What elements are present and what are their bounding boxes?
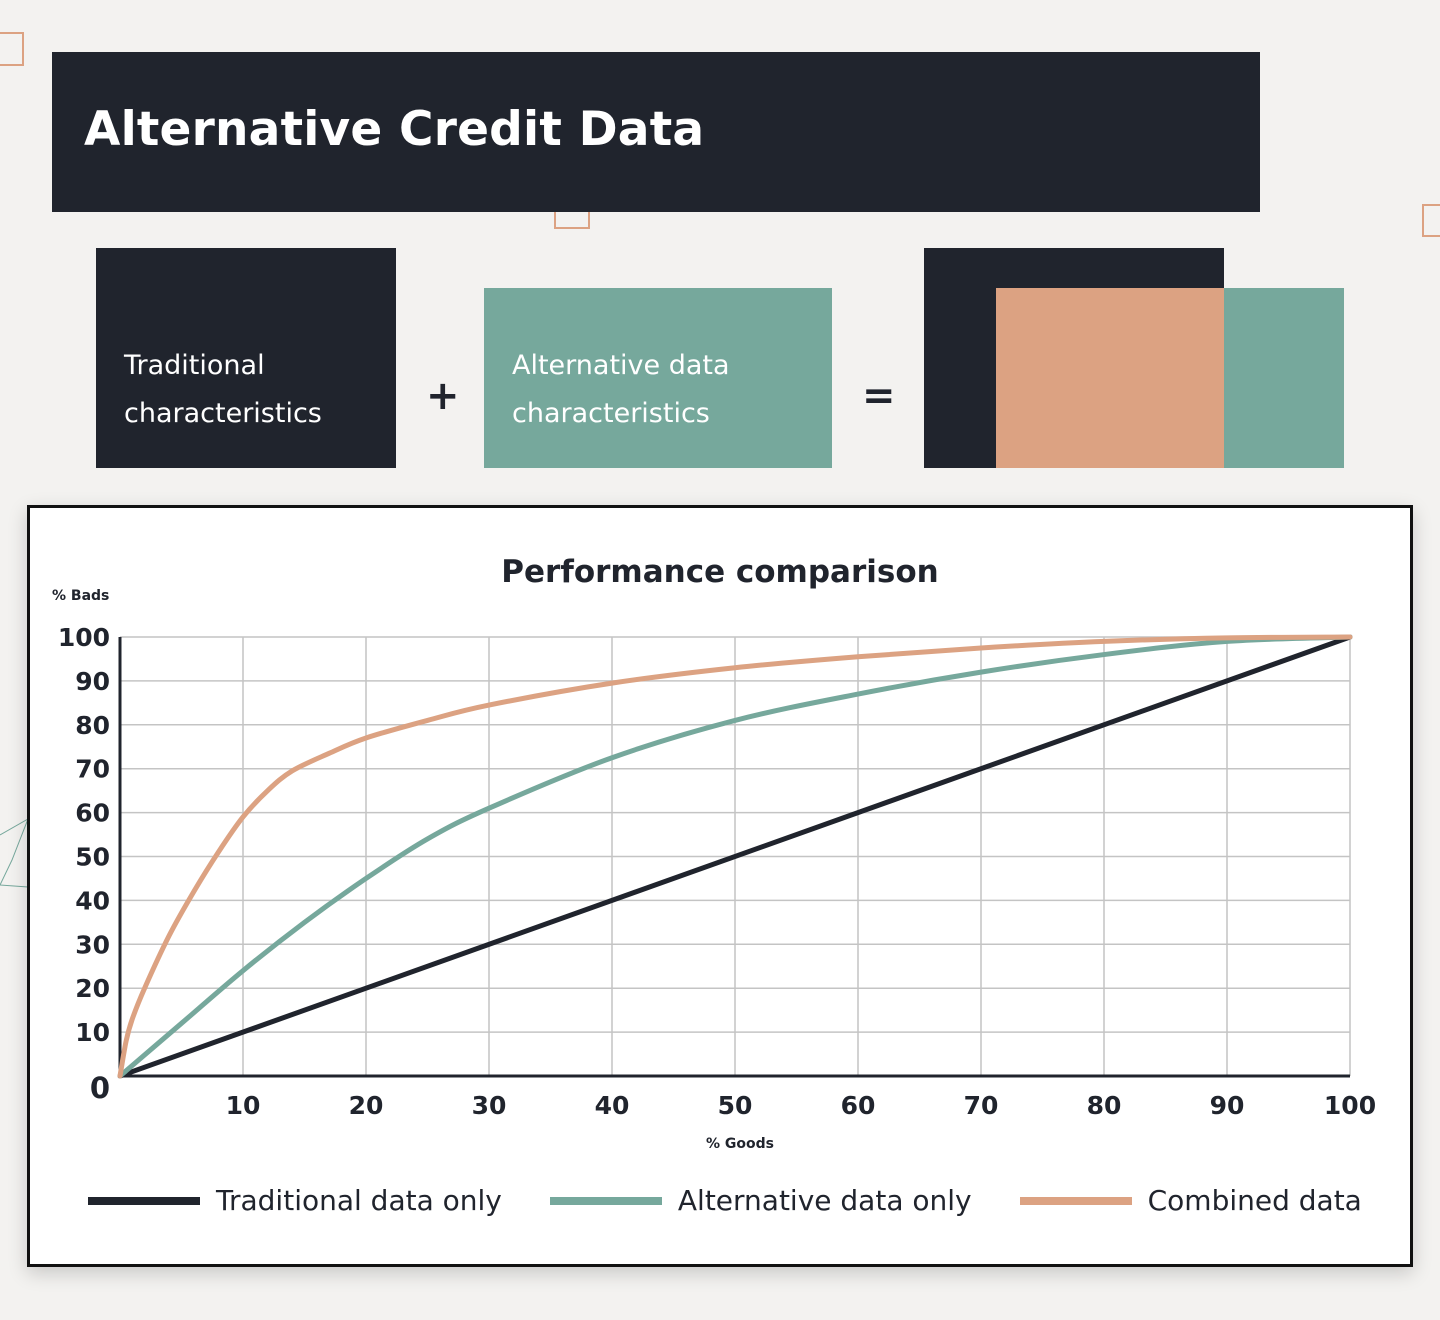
page-title: Alternative Credit Data (84, 102, 705, 157)
decorative-square (1422, 204, 1440, 237)
legend-item-alternative: Alternative data only (549, 1184, 972, 1217)
y-tick-label: 90 (75, 667, 110, 696)
y-tick-label: 50 (75, 843, 110, 872)
legend-swatch (549, 1196, 662, 1205)
decorative-square (0, 32, 24, 66)
legend-label: Combined data (1147, 1184, 1362, 1217)
legend-swatch (88, 1196, 200, 1205)
equals-sign: = (862, 373, 896, 419)
box-label-line: characteristics (512, 398, 710, 429)
alternative-characteristics-box: Alternative data characteristics (484, 288, 832, 468)
x-tick-label: 80 (1087, 1091, 1122, 1120)
x-tick-label: 40 (595, 1091, 630, 1120)
chart-legend: Traditional data only Alternative data o… (88, 1184, 1362, 1217)
series-line-traditional (117, 634, 1353, 1079)
series-line-alternative (117, 634, 1353, 1079)
title-bar: Alternative Credit Data (52, 52, 1260, 212)
y-tick-label: 10 (75, 1018, 110, 1047)
x-tick-label: 90 (1210, 1091, 1245, 1120)
box-label-line: Alternative data (512, 350, 730, 381)
decorative-network-lines (0, 817, 29, 888)
x-axis-label: % Goods (706, 1136, 774, 1152)
x-tick-label: 10 (226, 1091, 261, 1120)
box-label-line: Traditional (124, 350, 265, 381)
x-tick-label: 50 (718, 1091, 753, 1120)
combined-peach-block (996, 288, 1224, 468)
legend-item-combined: Combined data (1019, 1184, 1362, 1217)
x-tick-label: 70 (964, 1091, 999, 1120)
y-tick-label: 40 (75, 886, 110, 915)
series-line-combined (117, 634, 1353, 1079)
plus-sign: + (426, 373, 460, 419)
traditional-characteristics-box: Traditional characteristics (96, 248, 396, 468)
chart-card: Performance comparison % Bads 0 10 20 30 40 5… (27, 505, 1413, 1267)
y-tick-label: 20 (75, 974, 110, 1003)
y-tick-label: 30 (75, 930, 110, 959)
y-tick-label: 100 (58, 623, 110, 652)
x-tick-label: 30 (472, 1091, 507, 1120)
chart-title: Performance comparison (501, 554, 939, 590)
box-label-line: characteristics (124, 398, 322, 429)
y-axis-label: % Bads (52, 588, 110, 604)
legend-label: Traditional data only (216, 1184, 502, 1217)
legend-swatch (1019, 1196, 1132, 1205)
legend-label: Alternative data only (677, 1184, 972, 1217)
line-chart: 0 10 20 30 40 50 60 70 80 90 100 10 20 30 40 50 60 70 80 90… (58, 623, 1376, 1120)
x-tick-label: 20 (349, 1091, 384, 1120)
y-tick-label: 0 (90, 1071, 110, 1105)
y-tick-label: 80 (75, 711, 110, 740)
combined-teal-block (1224, 288, 1344, 468)
x-tick-label: 60 (841, 1091, 876, 1120)
y-tick-label: 70 (75, 755, 110, 784)
x-tick-label: 100 (1324, 1091, 1376, 1120)
legend-item-traditional: Traditional data only (88, 1184, 502, 1217)
y-tick-label: 60 (75, 799, 110, 828)
